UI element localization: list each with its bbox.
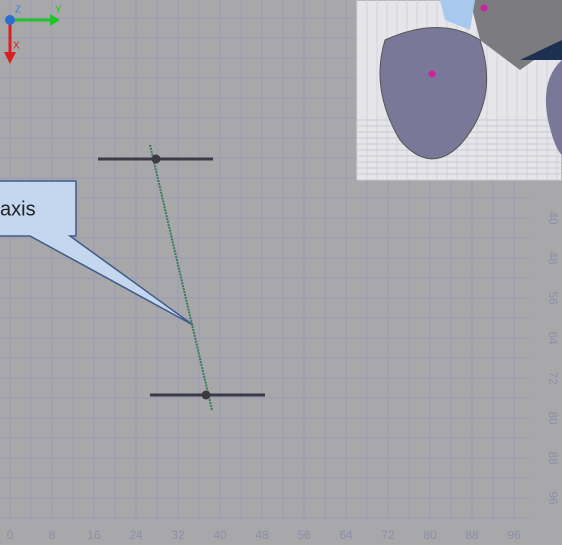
x-scale-label: 0 [7, 528, 14, 542]
x-scale-label: 16 [87, 528, 101, 542]
scales: 0 8 16 24 32 40 48 56 64 72 80 88 96 40 48 56 64 72 80 88 96 [7, 211, 560, 542]
x-scale-label: 24 [129, 528, 143, 542]
x-scale-label: 56 [297, 528, 311, 542]
point [151, 154, 161, 164]
x-scale-label: 80 [423, 528, 437, 542]
y-scale-label: 72 [546, 371, 560, 385]
callout-text: axis [0, 198, 36, 220]
x-label: X [13, 41, 20, 52]
callout-box [0, 180, 194, 326]
y-scale-label: 40 [546, 211, 560, 225]
x-scale-label: 88 [465, 528, 479, 542]
y-scale-label: 80 [546, 411, 560, 425]
y-arrow-head [50, 14, 60, 26]
x-scale-label: 64 [339, 528, 353, 542]
origin [5, 15, 15, 25]
x-scale-label: 40 [213, 528, 227, 542]
y-scale-label: 48 [546, 251, 560, 265]
blade [379, 27, 488, 160]
x-scale-label: 72 [381, 528, 395, 542]
y-scale-label: 88 [546, 451, 560, 465]
callout: axis [0, 180, 194, 326]
point [201, 390, 211, 400]
y-scale-label: 56 [546, 291, 560, 305]
part [440, 0, 475, 30]
part [520, 40, 562, 60]
preview-inset [356, 0, 562, 181]
y-scale-label: 64 [546, 331, 560, 345]
x-scale-label: 32 [171, 528, 185, 542]
x-scale-label: 96 [507, 528, 521, 542]
x-scale-label: 8 [49, 528, 56, 542]
axis-gizmo: Z Y X [4, 5, 62, 64]
y-label: Y [55, 5, 62, 16]
x-arrow-head [4, 52, 16, 64]
z-label: Z [15, 5, 21, 16]
axis-line [149, 144, 213, 411]
x-scale-label: 48 [255, 528, 269, 542]
blade [545, 60, 562, 155]
point [480, 4, 488, 12]
y-scale-label: 96 [546, 491, 560, 505]
point [428, 70, 436, 78]
grid [0, 0, 530, 520]
